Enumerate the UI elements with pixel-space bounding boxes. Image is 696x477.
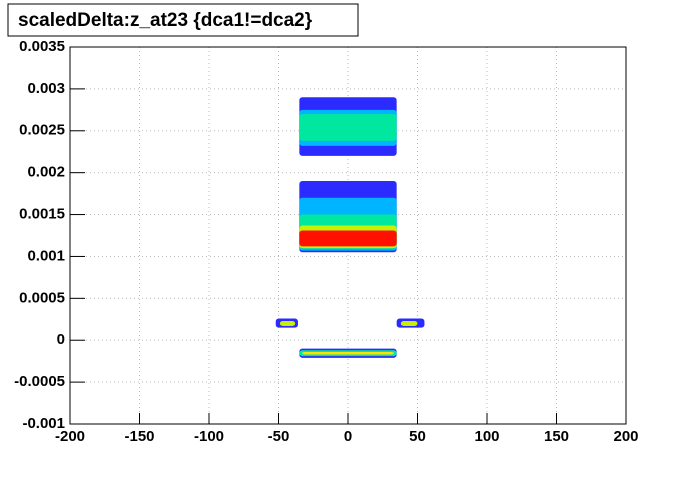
x-tick-label: 0 [344, 428, 352, 445]
x-tick-label: -200 [55, 428, 85, 445]
x-tick-label: 200 [613, 428, 638, 445]
x-tick-label: -150 [124, 428, 154, 445]
y-tick-label: -0.001 [22, 415, 65, 432]
heat-region [302, 351, 394, 355]
x-tick-label: -50 [268, 428, 290, 445]
chart-title: scaledDelta:z_at23 {dca1!=dca2} [18, 10, 313, 31]
y-tick-label: 0.0025 [19, 122, 65, 139]
y-tick-label: 0.001 [27, 247, 65, 264]
y-tick-label: 0 [57, 331, 65, 348]
x-tick-label: 150 [544, 428, 569, 445]
heat-region [299, 230, 397, 247]
y-tick-label: -0.0005 [14, 373, 65, 390]
y-tick-label: 0.002 [27, 164, 65, 181]
y-tick-label: 0.0035 [19, 38, 65, 55]
x-tick-label: 50 [409, 428, 426, 445]
y-tick-label: 0.0005 [19, 289, 65, 306]
plot-frame [69, 46, 627, 425]
heat-region [279, 320, 296, 326]
y-tick-label: 0.003 [27, 80, 65, 97]
heat-region [299, 114, 397, 141]
x-tick-label: -100 [194, 428, 224, 445]
heat-region [400, 320, 418, 326]
title-box [7, 3, 359, 37]
y-tick-label: 0.0015 [19, 206, 65, 223]
x-tick-label: 100 [474, 428, 499, 445]
